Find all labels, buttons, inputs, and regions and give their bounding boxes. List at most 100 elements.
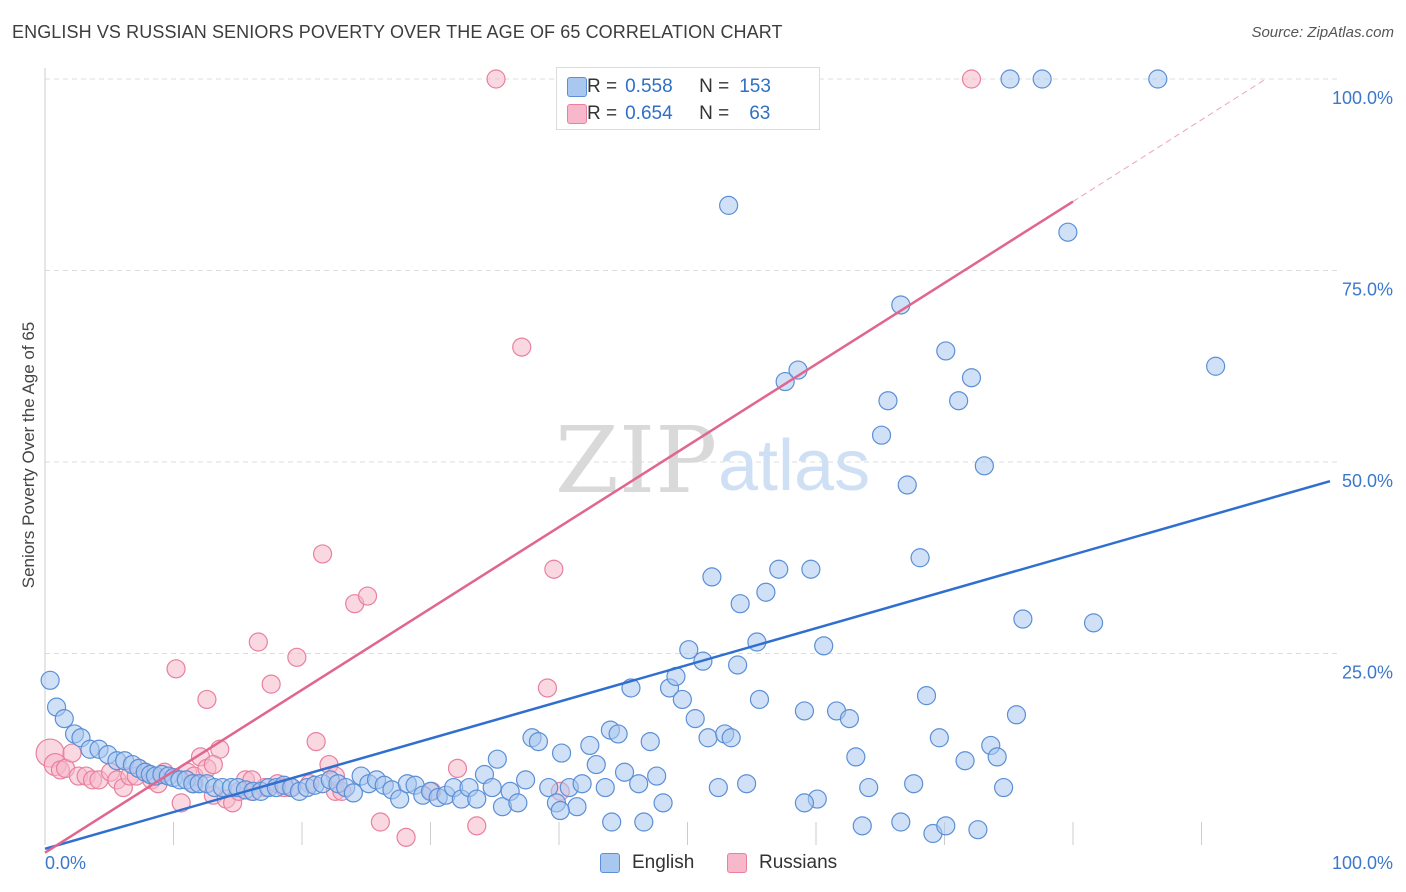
legend-r-value: 0.654	[625, 103, 673, 124]
english-point	[949, 391, 969, 411]
russians-point	[370, 812, 390, 832]
english-point	[40, 670, 60, 690]
english-point	[749, 689, 770, 710]
legend-n-value: 153	[739, 76, 771, 97]
legend-row-english: R = 0.558 N = 153	[567, 75, 771, 99]
english-point	[1058, 222, 1078, 242]
english-point	[929, 728, 949, 748]
english-point	[640, 731, 660, 752]
legend-n-value: 63	[749, 103, 771, 124]
russians-point	[537, 678, 558, 698]
english-point	[1000, 69, 1020, 89]
russians-point	[287, 647, 307, 667]
russians-point	[312, 544, 333, 564]
english-point	[994, 777, 1014, 798]
english-point	[539, 777, 559, 798]
grid-lines	[44, 68, 1340, 845]
bottom-legend-english: English	[600, 852, 694, 874]
legend-row-russians: R = 0.654 N = 63	[567, 102, 771, 126]
english-point	[586, 754, 606, 775]
english-point	[846, 747, 866, 767]
english-point	[54, 709, 74, 729]
english-point	[634, 812, 654, 832]
legend-swatch-russians	[727, 853, 747, 873]
legend-r-label: R =	[587, 76, 618, 97]
source-attribution: Source: ZipAtlas.com	[1251, 24, 1394, 41]
english-point	[567, 797, 587, 817]
english-point	[608, 724, 628, 744]
english-point	[467, 789, 487, 809]
x-tick-label: 100.0%	[1332, 853, 1393, 873]
russians-point	[544, 559, 564, 579]
english-point	[1148, 69, 1168, 89]
russians-point	[486, 69, 506, 89]
english-point	[721, 728, 741, 748]
russians-trend-line	[44, 200, 1074, 854]
english-point	[482, 777, 502, 798]
legend-swatch-english	[600, 853, 620, 873]
chart-title: ENGLISH VS RUSSIAN SENIORS POVERTY OVER …	[12, 22, 783, 42]
russians-point	[62, 743, 82, 763]
english-point	[955, 751, 975, 771]
y-tick-label: 100.0%	[1332, 88, 1393, 108]
russians-point	[396, 827, 416, 847]
legend-swatch-russians	[567, 104, 587, 124]
english-point	[390, 789, 410, 809]
english-point	[698, 728, 718, 748]
english-point	[794, 793, 815, 813]
english-point	[859, 777, 879, 798]
english-point	[685, 709, 705, 729]
bottom-legend-russians: Russians	[727, 852, 837, 874]
english-point	[508, 793, 528, 813]
correlation-legend: R = 0.558 N = 153 R = 0.654 N = 63	[556, 67, 820, 130]
y-tick-label: 25.0%	[1342, 663, 1393, 683]
english-point	[719, 195, 739, 215]
english-point	[602, 812, 622, 832]
english-point	[987, 747, 1007, 767]
legend-label-english: English	[632, 852, 695, 873]
english-point	[528, 731, 549, 752]
russians-point	[197, 689, 217, 710]
english-point	[708, 777, 728, 798]
english-point	[1006, 705, 1027, 725]
english-point	[572, 774, 592, 794]
y-tick-label: 50.0%	[1342, 471, 1393, 491]
english-point	[653, 793, 673, 813]
watermark-atlas: atlas	[718, 426, 870, 506]
english-point	[629, 774, 649, 794]
english-point	[647, 766, 667, 786]
english-point	[343, 783, 363, 803]
english-point	[801, 559, 821, 579]
english-point	[961, 368, 982, 388]
english-point	[487, 749, 507, 769]
english-point	[852, 816, 872, 836]
russians-trend-extension	[1072, 78, 1267, 202]
watermark-zip: ZIP	[555, 407, 717, 514]
english-point	[595, 777, 615, 798]
english-point	[910, 548, 930, 568]
legend-swatch-english	[567, 77, 587, 97]
english-point	[916, 686, 937, 706]
english-point	[814, 636, 834, 656]
english-point	[1013, 609, 1033, 629]
english-point	[968, 820, 988, 840]
english-point	[936, 341, 956, 361]
russians-point	[203, 754, 223, 775]
english-point	[769, 559, 789, 579]
english-point	[904, 774, 924, 794]
english-point	[1206, 356, 1226, 376]
english-point	[897, 475, 917, 495]
english-point	[747, 632, 767, 652]
y-axis-label: Seniors Poverty Over the Age of 65	[19, 321, 38, 589]
russians-point	[961, 69, 982, 89]
x-tick-label: 0.0%	[45, 853, 86, 873]
english-point	[891, 812, 911, 832]
russians-point	[248, 632, 268, 652]
english-point	[515, 770, 536, 790]
y-tick-label: 75.0%	[1342, 280, 1393, 300]
legend-n-label: N =	[699, 103, 730, 124]
english-point	[936, 816, 956, 836]
russians-point	[467, 816, 487, 836]
english-point	[550, 800, 570, 821]
english-point	[974, 456, 994, 476]
